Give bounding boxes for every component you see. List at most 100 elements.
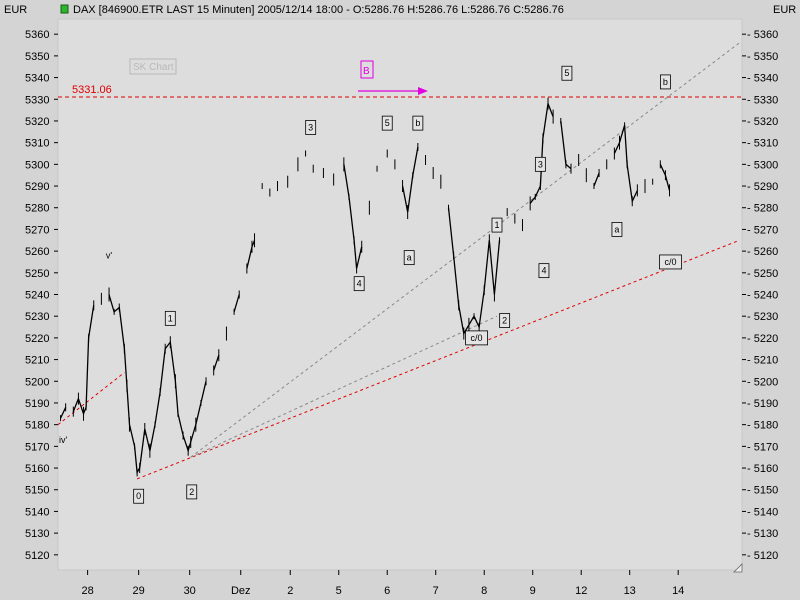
wave-label-text: 3 bbox=[538, 159, 543, 169]
wave-label-text: a bbox=[614, 224, 619, 234]
y-tick-label-left: 5130 bbox=[25, 528, 49, 540]
watermark: SK Chart bbox=[133, 62, 174, 73]
wave-label-box bbox=[659, 254, 682, 270]
y-tick-label-right: - 5190 bbox=[747, 398, 778, 410]
y-tick-label-right: - 5180 bbox=[747, 420, 778, 432]
wave-label-box bbox=[534, 156, 546, 172]
x-tick-label: 6 bbox=[384, 585, 390, 597]
y-tick-label-left: 5350 bbox=[25, 51, 49, 63]
wave-label-text: v' bbox=[106, 250, 113, 260]
gray-trend-2 bbox=[190, 315, 498, 458]
wave-label-text: b bbox=[415, 118, 420, 128]
y-tick-label-left: 5270 bbox=[25, 224, 49, 236]
wave-label: 2 bbox=[499, 313, 511, 328]
price-line bbox=[233, 294, 240, 313]
plot-area bbox=[57, 18, 743, 571]
wave-label-box bbox=[499, 313, 511, 328]
wave-label-box bbox=[561, 65, 573, 81]
y-tick-label-left: 5260 bbox=[25, 246, 49, 258]
wave-label: 4 bbox=[538, 263, 550, 279]
y-tick-label-left: 5300 bbox=[25, 159, 49, 171]
y-tick-label-right: - 5220 bbox=[747, 333, 778, 345]
y-tick-label-left: 5220 bbox=[25, 333, 49, 345]
currency-left: EUR bbox=[4, 4, 27, 16]
wave-label-box bbox=[381, 115, 393, 131]
wave-label: 5 bbox=[381, 115, 393, 131]
wave-label: a bbox=[611, 222, 623, 237]
wave-label-box bbox=[186, 484, 198, 500]
wave-label-text: 4 bbox=[541, 266, 546, 276]
y-tick-label-left: 5320 bbox=[25, 116, 49, 128]
wave-label-box bbox=[660, 74, 671, 90]
y-tick-label-right: - 5120 bbox=[747, 550, 778, 562]
wave-label: b bbox=[660, 74, 671, 90]
y-tick-label-left: 5330 bbox=[25, 94, 49, 106]
wave-label-box bbox=[412, 115, 424, 131]
wave-label-text: 5 bbox=[385, 118, 390, 128]
y-tick-label-right: - 5280 bbox=[747, 203, 778, 215]
wave-label: a bbox=[403, 250, 415, 266]
wave-label-box bbox=[305, 120, 317, 135]
wave-label-box bbox=[133, 488, 145, 504]
resize-corner-icon[interactable] bbox=[733, 563, 743, 573]
y-tick-label-right: - 5270 bbox=[747, 224, 778, 236]
x-tick-label: Dez bbox=[231, 585, 251, 597]
y-tick-label-right: - 5160 bbox=[747, 463, 778, 475]
y-tick-label-right: - 5330 bbox=[747, 94, 778, 106]
y-tick-label-right: - 5340 bbox=[747, 73, 778, 85]
red-trend-left bbox=[57, 372, 125, 426]
y-tick-label-right: - 5200 bbox=[747, 376, 778, 388]
x-tick-label: 9 bbox=[530, 585, 536, 597]
watermark-box: SK Chart bbox=[129, 58, 177, 75]
price-level-label: 5331.06 bbox=[72, 84, 112, 96]
wave-label: b bbox=[412, 115, 424, 131]
x-tick-label: 14 bbox=[672, 585, 684, 597]
wave-label-box bbox=[491, 217, 503, 233]
wave-label-text: 2 bbox=[189, 487, 194, 497]
y-tick-label-right: - 5250 bbox=[747, 268, 778, 280]
wave-label-box bbox=[403, 250, 415, 266]
chart-title: DAX [846900.ETR LAST 15 Minuten] 2005/12… bbox=[73, 4, 564, 16]
y-tick-label-right: - 5320 bbox=[747, 116, 778, 128]
y-tick-label-right: - 5290 bbox=[747, 181, 778, 193]
b-marker-label: B bbox=[363, 66, 370, 77]
wave-label-text: c/0 bbox=[665, 257, 677, 267]
y-tick-label-right: - 5140 bbox=[747, 506, 778, 518]
price-line bbox=[401, 146, 419, 213]
wave-label: iv' bbox=[59, 435, 67, 445]
y-tick-label-left: 5200 bbox=[25, 376, 49, 388]
x-tick-label: 2 bbox=[287, 585, 293, 597]
y-tick-label-left: 5210 bbox=[25, 355, 49, 367]
price-line bbox=[60, 407, 67, 419]
y-tick-label-left: 5280 bbox=[25, 203, 49, 215]
price-line bbox=[72, 305, 95, 416]
y-tick-label-left: 5230 bbox=[25, 311, 49, 323]
y-tick-label-left: 5160 bbox=[25, 463, 49, 475]
x-tick-label: 8 bbox=[481, 585, 487, 597]
wave-label-text: 3 bbox=[308, 122, 313, 132]
y-tick-label-left: 5240 bbox=[25, 290, 49, 302]
b-marker: B bbox=[358, 60, 428, 95]
wave-label-text: iv' bbox=[59, 435, 67, 445]
wave-label-box bbox=[538, 263, 550, 279]
gray-trend-1 bbox=[190, 42, 740, 458]
y-tick-label-left: 5290 bbox=[25, 181, 49, 193]
wave-label: 4 bbox=[353, 276, 365, 292]
b-marker-arrowhead bbox=[418, 87, 428, 95]
x-tick-label: 12 bbox=[575, 585, 587, 597]
y-tick-label-right: - 5350 bbox=[747, 51, 778, 63]
y-tick-label-right: - 5150 bbox=[747, 485, 778, 497]
wave-label-text: 4 bbox=[357, 279, 362, 289]
wave-label: 5 bbox=[561, 65, 573, 81]
wave-label: c/0 bbox=[659, 254, 682, 270]
wave-label-box bbox=[611, 222, 623, 237]
price-line bbox=[213, 354, 220, 371]
wave-label-text: 2 bbox=[502, 316, 507, 326]
wave-label: 1 bbox=[164, 310, 176, 326]
x-tick-label: 7 bbox=[433, 585, 439, 597]
x-tick-label: 28 bbox=[81, 585, 93, 597]
y-tick-label-right: - 5260 bbox=[747, 246, 778, 258]
wave-label-text: 5 bbox=[564, 68, 569, 78]
y-tick-label-left: 5360 bbox=[25, 29, 49, 41]
